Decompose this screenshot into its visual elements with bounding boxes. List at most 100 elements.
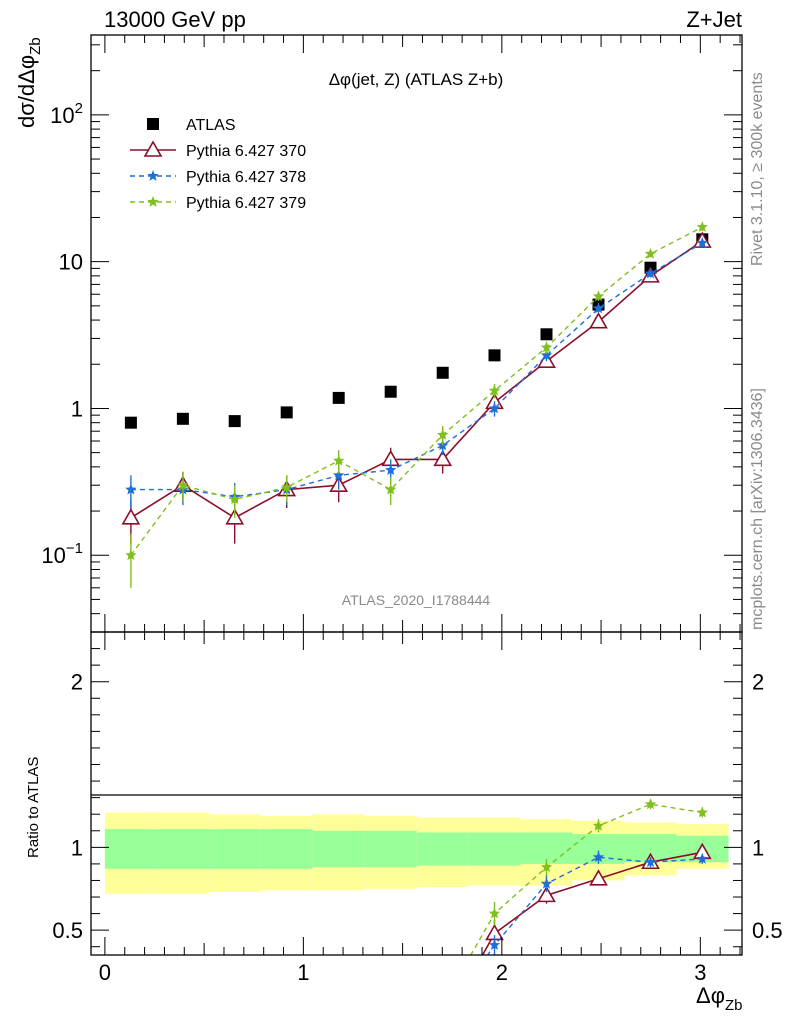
- x-tick-label: 2: [496, 960, 508, 985]
- inner-band-segment: [156, 829, 209, 869]
- ratio-panel: 0 1 2 3 0.5 0.5 1 1 2 2 Ratio to ATLAS ΔφZb: [25, 631, 783, 1014]
- data-point: [696, 221, 708, 232]
- data-point: [229, 493, 241, 505]
- ratio-uncertainty-bands: [104, 812, 729, 894]
- inner-band-segment: [468, 832, 521, 866]
- inner-band-segment: [520, 832, 573, 864]
- legend: ATLAS Pythia 6.427 370 Pythia 6.427 378 Pyt…: [130, 117, 306, 212]
- inner-band-segment: [208, 829, 261, 869]
- ratio-data-point: [696, 806, 708, 818]
- ratio-y-tick-label: 2: [71, 670, 83, 695]
- legend-marker: [147, 196, 159, 207]
- main-series-layer: [121, 221, 712, 588]
- data-point: [385, 483, 397, 495]
- main-y-tick-label: 102: [50, 100, 83, 128]
- main-series-3: [125, 221, 708, 588]
- inner-band-segment: [260, 829, 313, 869]
- data-point: [488, 384, 501, 396]
- legend-marker: [147, 170, 159, 181]
- x-tick-label: 3: [694, 960, 706, 985]
- main-y-tick-label: 10−1: [41, 540, 83, 568]
- header-process-label: Z+Jet: [686, 7, 742, 32]
- data-point: [540, 328, 553, 341]
- x-tick-label: 1: [297, 960, 309, 985]
- ratio-axis-ticks: 0 1 2 3 0.5 0.5 1 1 2 2: [52, 631, 783, 985]
- data-point: [488, 349, 501, 362]
- legend-label: Pythia 6.427 379: [186, 195, 306, 212]
- ratio-data-point: [488, 939, 501, 950]
- ratio-series-1: [486, 850, 708, 955]
- data-point: [437, 428, 449, 440]
- data-point: [696, 237, 708, 248]
- analysis-watermark: ATLAS_2020_I1788444: [342, 592, 491, 608]
- data-point: [540, 349, 553, 361]
- legend-entry-2: Pythia 6.427 378: [130, 169, 306, 186]
- data-point: [540, 341, 553, 353]
- ratio-data-point: [589, 869, 608, 886]
- data-point: [592, 290, 605, 302]
- ratio-y-tick-label-right: 0.5: [752, 918, 783, 943]
- ratio-plot-frame: [90, 631, 743, 956]
- mcplots-label: mcplots.cern.ch [arXiv:1306.3436]: [749, 388, 766, 630]
- rivet-version-label: Rivet 3.1.10, ≥ 300k events: [749, 72, 766, 266]
- inner-band-segment: [104, 829, 157, 869]
- ratio-y-tick-label-right: 2: [752, 670, 764, 695]
- ratio-data-point: [644, 856, 657, 868]
- data-point: [332, 391, 345, 404]
- data-point: [177, 479, 189, 491]
- main-y-tick-label: 1: [71, 396, 83, 421]
- ratio-data-point: [644, 798, 657, 810]
- legend-label: Pythia 6.427 370: [186, 143, 306, 160]
- legend-entry-3: Pythia 6.427 379: [130, 195, 306, 212]
- data-point: [433, 449, 453, 467]
- main-series-0: [124, 233, 709, 429]
- main-axis-ticks: 10−1 1 10 102: [41, 35, 742, 633]
- ratio-data-point: [592, 851, 605, 863]
- legend-entry-0: ATLAS: [147, 117, 236, 134]
- data-point: [125, 549, 137, 561]
- inner-band-segment: [312, 830, 365, 868]
- data-point: [488, 402, 501, 414]
- data-point: [436, 366, 449, 379]
- ratio-series-layer: [470, 798, 712, 955]
- data-point: [589, 312, 608, 329]
- data-point: [280, 406, 293, 419]
- main-panel: 10−1 1 10 102 Δφ(jet, Z) (ATLAS Z+b) ATLAS_…: [14, 34, 743, 633]
- legend-label: ATLAS: [186, 117, 236, 134]
- ratio-y-tick-label: 0.5: [52, 918, 83, 943]
- series-line: [130, 242, 703, 498]
- data-point: [228, 415, 241, 428]
- legend-marker: [147, 118, 159, 130]
- main-y-axis-label: dσ/dΔφZb: [14, 37, 44, 128]
- data-point: [385, 464, 397, 475]
- data-point: [125, 483, 137, 495]
- ratio-data-point: [537, 885, 556, 903]
- ratio-data-point: [488, 907, 501, 919]
- header-energy-label: 13000 GeV pp: [104, 7, 246, 32]
- main-y-tick-label: 10: [59, 250, 83, 275]
- inner-band-segment: [416, 832, 469, 866]
- series-line: [130, 240, 703, 519]
- x-tick-label: 0: [99, 960, 111, 985]
- data-point: [592, 302, 605, 314]
- ratio-series-line: [470, 803, 703, 955]
- legend-marker: [143, 140, 163, 157]
- data-point: [333, 454, 345, 466]
- x-axis-label: ΔφZb: [696, 983, 742, 1014]
- inner-band-segment: [364, 830, 417, 868]
- ratio-series-2: [470, 798, 708, 955]
- data-point: [121, 508, 141, 525]
- ratio-data-point: [696, 852, 708, 864]
- ratio-data-point: [592, 819, 605, 831]
- series-line: [130, 226, 703, 556]
- data-point: [124, 416, 137, 429]
- legend-entry-1: Pythia 6.427 370: [130, 140, 306, 160]
- data-point: [281, 481, 293, 493]
- ratio-data-point: [540, 861, 553, 873]
- data-point: [384, 385, 397, 398]
- main-series-1: [121, 231, 712, 544]
- ratio-y-tick-label-right: 1: [752, 835, 764, 860]
- legend-label: Pythia 6.427 378: [186, 169, 306, 186]
- ratio-data-point: [540, 877, 553, 889]
